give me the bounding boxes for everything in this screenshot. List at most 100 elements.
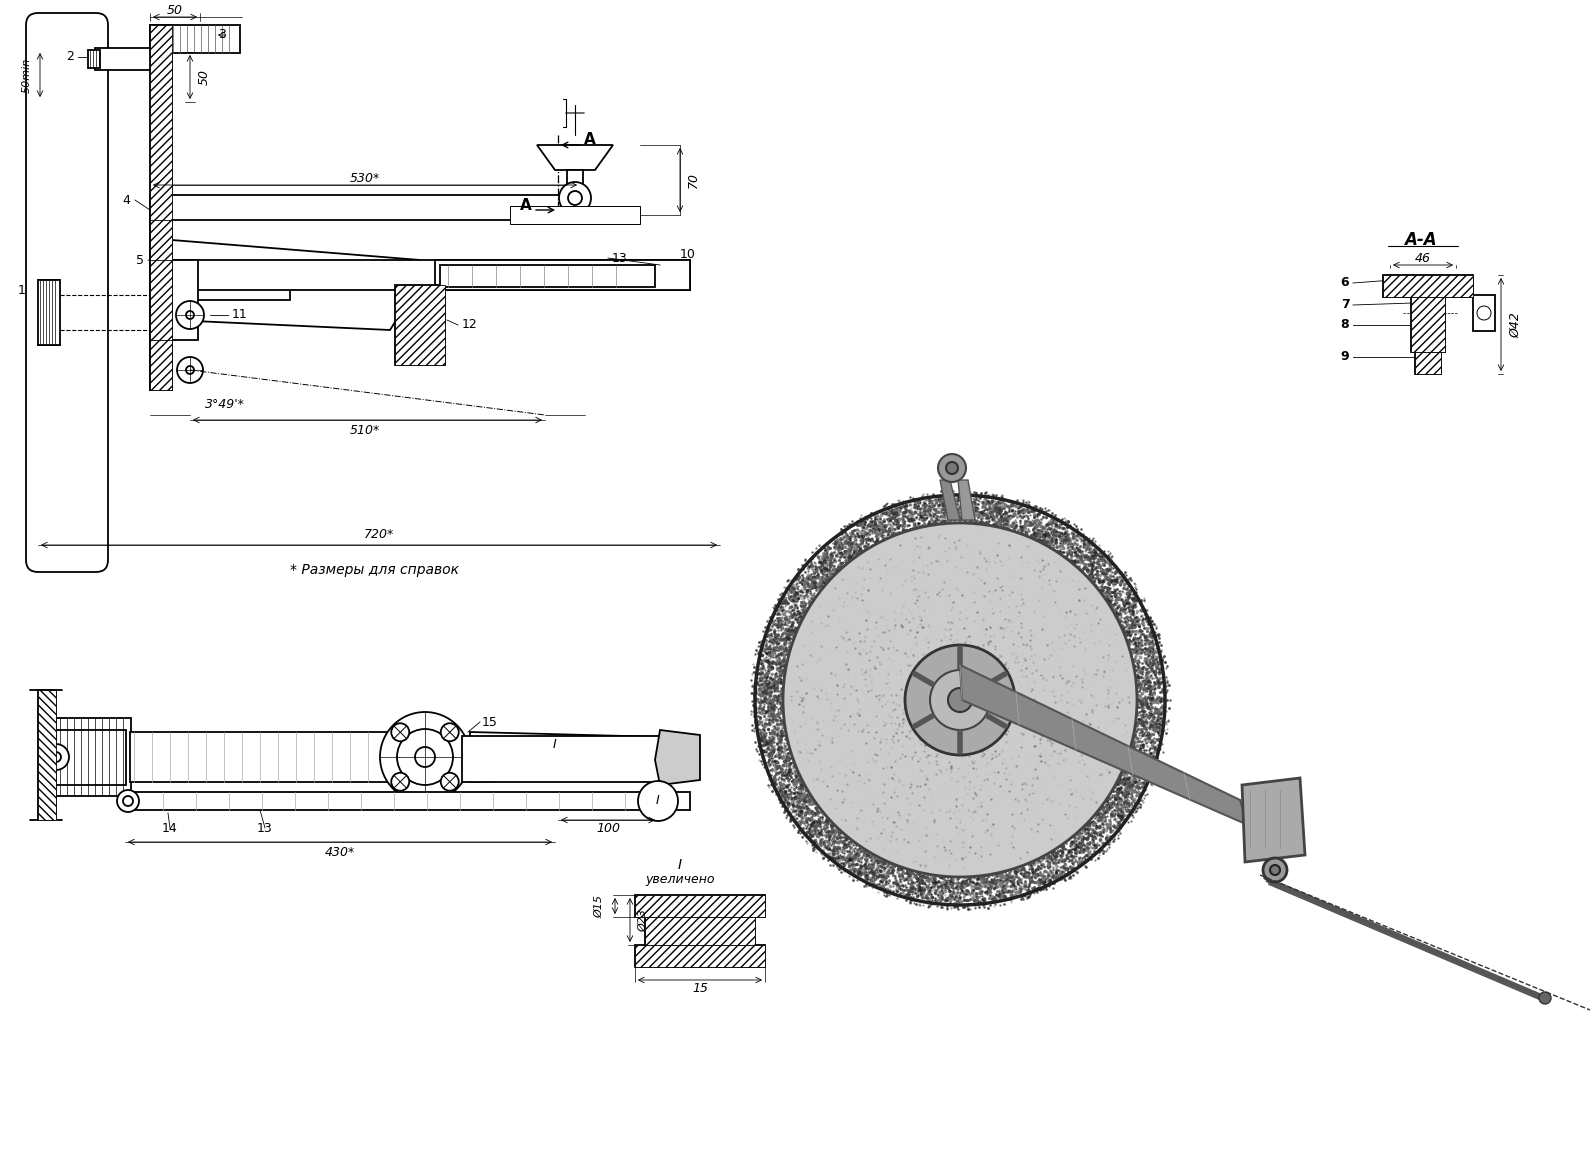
Text: 7: 7 (1341, 299, 1349, 312)
Circle shape (938, 454, 966, 482)
Circle shape (784, 523, 1136, 877)
Polygon shape (654, 730, 701, 785)
Circle shape (1476, 306, 1491, 320)
Circle shape (1539, 992, 1551, 1004)
Text: 430*: 430* (326, 846, 356, 858)
Bar (461, 736, 667, 783)
Text: Ø42: Ø42 (1510, 312, 1523, 338)
Bar (150, 260, 172, 340)
Bar (124, 792, 689, 809)
Text: 13: 13 (613, 251, 627, 264)
Text: A-A: A-A (1404, 231, 1436, 249)
Bar (150, 25, 239, 53)
Bar (96, 48, 150, 70)
Circle shape (1262, 858, 1286, 882)
Bar (38, 690, 56, 820)
Bar (56, 730, 126, 785)
Polygon shape (1242, 778, 1306, 862)
Bar (1416, 303, 1440, 324)
Bar (1384, 274, 1473, 297)
Bar (635, 895, 764, 917)
Text: 50min: 50min (22, 57, 32, 92)
Text: I: I (656, 794, 659, 807)
Bar (38, 280, 61, 345)
Circle shape (1270, 865, 1280, 875)
Polygon shape (172, 239, 420, 281)
Circle shape (440, 773, 458, 791)
Bar (1411, 297, 1444, 352)
Bar (1411, 297, 1444, 352)
Bar (150, 195, 579, 220)
Bar (394, 285, 445, 364)
Bar (645, 917, 755, 945)
Text: 6: 6 (1341, 277, 1349, 290)
Bar (150, 260, 172, 340)
Text: 11: 11 (231, 308, 247, 321)
Bar (440, 265, 654, 287)
Circle shape (415, 748, 436, 767)
Circle shape (51, 752, 61, 762)
Polygon shape (469, 732, 666, 783)
Text: 1: 1 (18, 284, 26, 297)
Text: 530*: 530* (350, 172, 380, 185)
Circle shape (559, 182, 591, 214)
Text: 12: 12 (463, 319, 477, 332)
Bar (150, 260, 198, 340)
Text: 50: 50 (168, 4, 184, 16)
Bar (635, 945, 764, 967)
FancyBboxPatch shape (26, 13, 109, 572)
Bar (150, 220, 172, 390)
Polygon shape (958, 480, 975, 520)
Text: увеличено: увеличено (645, 874, 715, 887)
Circle shape (391, 723, 409, 742)
Bar (511, 206, 640, 224)
Bar (436, 260, 689, 290)
Text: 510*: 510* (350, 424, 380, 437)
Text: 15: 15 (482, 716, 498, 729)
Circle shape (177, 357, 203, 383)
Polygon shape (536, 145, 613, 171)
Bar (150, 25, 172, 390)
Circle shape (380, 712, 469, 802)
Circle shape (568, 192, 583, 206)
Bar (150, 260, 689, 290)
Bar (645, 917, 755, 945)
Text: A: A (584, 132, 595, 147)
Text: 14: 14 (163, 821, 177, 834)
Text: 720*: 720* (364, 528, 394, 542)
Text: 100: 100 (595, 822, 619, 835)
Circle shape (948, 688, 972, 712)
Polygon shape (172, 281, 290, 300)
Text: 5: 5 (136, 253, 144, 266)
Bar (394, 285, 445, 364)
Bar (1416, 352, 1441, 374)
Text: 8: 8 (1341, 319, 1349, 332)
Text: 3: 3 (219, 28, 227, 42)
Text: 15: 15 (693, 981, 709, 994)
Bar (1473, 296, 1495, 331)
Bar (88, 50, 101, 68)
Circle shape (43, 744, 69, 770)
Circle shape (187, 366, 195, 374)
Text: 9: 9 (1341, 350, 1349, 363)
Bar (38, 690, 56, 820)
Circle shape (397, 729, 453, 785)
Bar (129, 732, 394, 783)
Text: 4: 4 (121, 194, 129, 207)
Circle shape (905, 645, 1015, 755)
Bar (150, 220, 172, 390)
Bar (1416, 352, 1441, 374)
Text: 2: 2 (65, 50, 73, 63)
Text: I: I (678, 858, 681, 872)
Circle shape (440, 723, 458, 742)
Circle shape (946, 463, 958, 474)
Text: Ø15: Ø15 (594, 895, 603, 918)
Circle shape (391, 773, 409, 791)
Polygon shape (961, 665, 1248, 825)
Bar (56, 718, 131, 797)
Text: 3°49'*: 3°49'* (204, 398, 244, 411)
Polygon shape (172, 281, 420, 331)
Text: 10: 10 (680, 249, 696, 262)
Bar (635, 945, 764, 967)
Text: 13: 13 (257, 821, 273, 834)
